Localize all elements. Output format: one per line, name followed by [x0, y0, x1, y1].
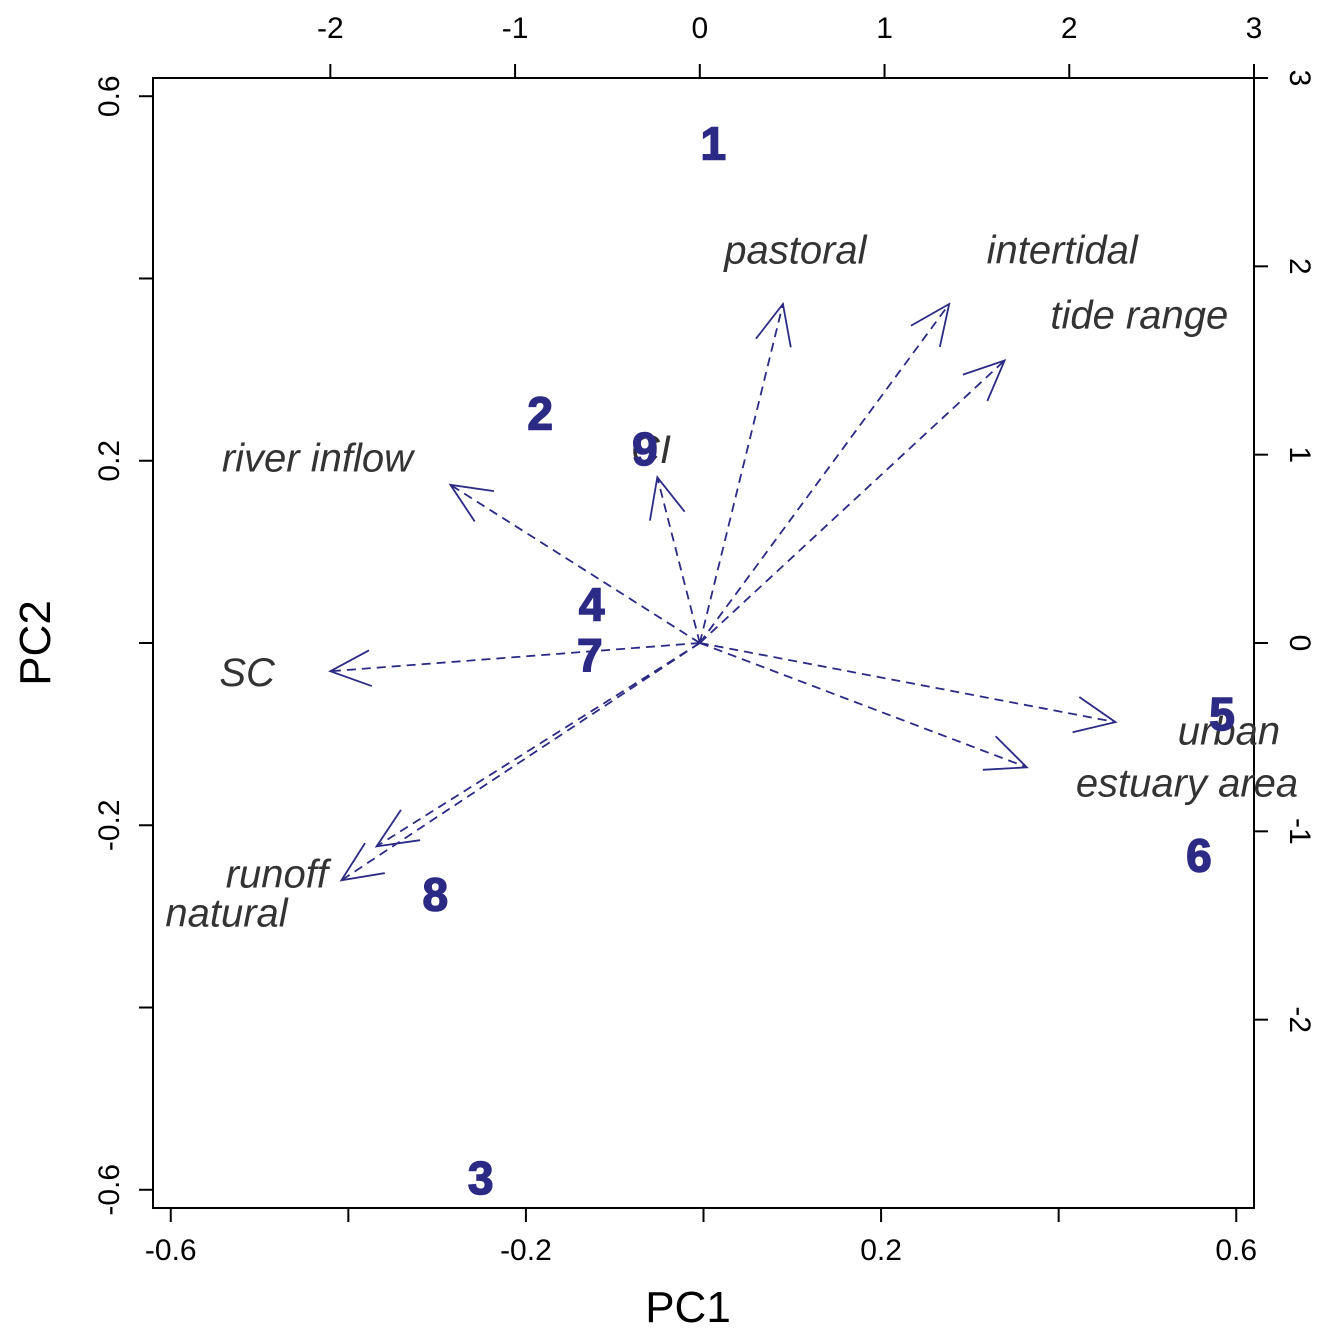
- observation-label: 8: [423, 869, 449, 921]
- y-tick-label: 0.2: [93, 440, 126, 482]
- loading-arrow-head: [1072, 696, 1118, 734]
- variable-label: tide range: [1050, 294, 1228, 338]
- variable-labels: intertidal pastoral tide range river inflow…: [165, 229, 1298, 936]
- x-tick-label: -0.2: [500, 1234, 552, 1267]
- top-tick-label: -2: [317, 12, 344, 45]
- loading-arrow-head: [910, 302, 951, 348]
- y-tick-label: -0.6: [93, 1164, 126, 1216]
- loading-arrows: [328, 301, 1118, 882]
- loading-arrow-shaft: [699, 359, 1006, 644]
- observation-label: 5: [1209, 688, 1235, 740]
- variable-label: runoff: [226, 852, 332, 896]
- observation-label: 9: [632, 423, 658, 475]
- top-tick-label: 1: [876, 12, 893, 45]
- right-tick-label: 3: [1283, 70, 1316, 87]
- y-axis-title: PC2: [11, 600, 60, 686]
- observation-labels: 1 2 3 4 5 6 7 8 9: [422, 117, 1236, 1205]
- observation-label: 2: [527, 387, 553, 439]
- variable-label: pastoral: [723, 229, 867, 273]
- top-tick-label: 0: [691, 12, 708, 45]
- y-tick-label: -0.2: [93, 799, 126, 851]
- loading-arrow-shaft: [376, 642, 701, 848]
- variable-label: intertidal: [987, 229, 1139, 273]
- observation-label: 1: [700, 118, 726, 170]
- right-tick-label: -1: [1283, 818, 1316, 845]
- variable-label: urban: [1178, 710, 1280, 754]
- loading-arrow-shaft: [340, 642, 701, 882]
- top-tick-label: 2: [1061, 12, 1078, 45]
- observation-label: 7: [577, 629, 603, 681]
- x-tick-label: -0.6: [145, 1234, 197, 1267]
- loading-arrow-shaft: [330, 642, 700, 673]
- x-tick-label: 0.2: [860, 1234, 902, 1267]
- loading-arrow-shaft: [699, 642, 1028, 769]
- variable-label: SC: [219, 651, 276, 695]
- top-tick-label: -1: [502, 12, 529, 45]
- x-axis-title: PC1: [645, 1283, 731, 1330]
- loading-arrow-head: [448, 483, 495, 522]
- loading-arrow-head: [328, 649, 373, 687]
- right-tick-label: 1: [1283, 446, 1316, 463]
- x-tick-label: 0.6: [1215, 1234, 1257, 1267]
- loading-arrow-shaft: [699, 642, 1116, 723]
- variable-label: natural: [165, 891, 288, 935]
- loading-arrow-shaft: [449, 484, 701, 644]
- y-tick-label: 0.6: [93, 75, 126, 117]
- observation-label: 4: [579, 579, 605, 631]
- observation-label: 6: [1186, 829, 1212, 881]
- loading-arrow-head: [339, 842, 385, 882]
- right-tick-label: 2: [1283, 258, 1316, 275]
- loading-arrow-head: [755, 301, 792, 348]
- loading-arrow-head: [374, 809, 421, 848]
- loading-arrow-shaft: [699, 303, 950, 644]
- right-tick-label: 0: [1283, 635, 1316, 652]
- axes: -0.6 -0.2 0.2 0.6 -0.6 -0.2 0.2 0.6 -2 -1 0 1 2 3 -2 -1…: [93, 12, 1316, 1267]
- loading-arrow-head: [649, 475, 686, 521]
- loading-arrow-head: [982, 735, 1029, 771]
- loading-arrow-shaft: [656, 477, 701, 644]
- loading-arrow-shaft: [698, 303, 784, 644]
- loading-arrow-head: [962, 358, 1007, 402]
- variable-label: CI: [631, 428, 671, 472]
- variable-label: estuary area: [1076, 762, 1298, 806]
- variable-label: river inflow: [222, 437, 416, 481]
- top-tick-label: 3: [1246, 12, 1263, 45]
- right-tick-label: -2: [1283, 1006, 1316, 1033]
- observation-label: 3: [468, 1152, 494, 1204]
